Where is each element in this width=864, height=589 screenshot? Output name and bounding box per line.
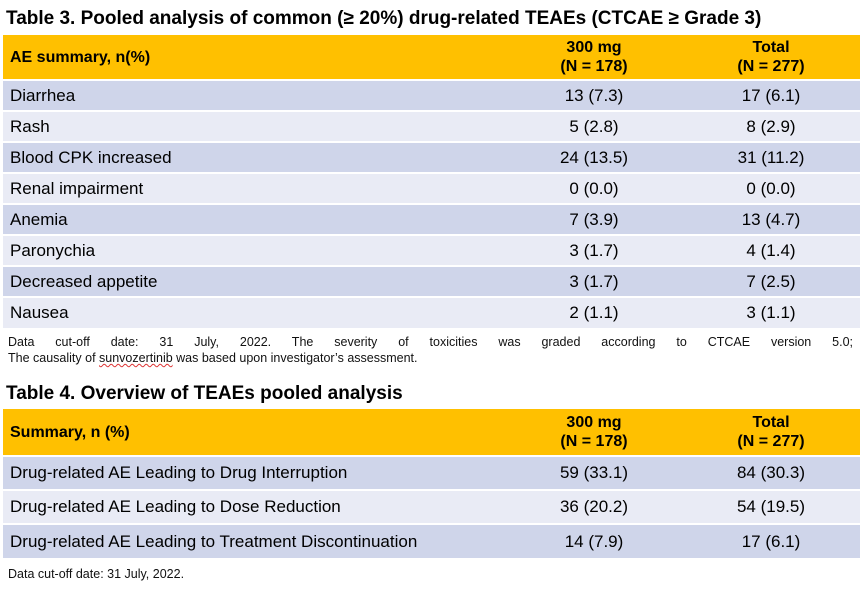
header-total-n: (N = 277) — [737, 433, 805, 450]
row-label: Nausea — [3, 296, 506, 328]
header-total-label: Total — [752, 39, 790, 56]
table3: AE summary, n(%) 300 mg (N = 178) Total (N… — [3, 35, 860, 328]
header-300mg-label: 300 mg — [566, 414, 622, 431]
cell-total: 4 (1.4) — [682, 234, 860, 266]
cell-total: 17 (6.1) — [682, 523, 860, 558]
row-label: Anemia — [3, 203, 506, 235]
table3-header-row: AE summary, n(%) 300 mg (N = 178) Total (N… — [3, 35, 860, 80]
table-row: Nausea 2 (1.1) 3 (1.1) — [3, 296, 860, 328]
header-ae-summary: AE summary, n(%) — [3, 35, 506, 80]
cell-300mg: 13 (7.3) — [506, 79, 682, 111]
table-row: Paronychia 3 (1.7) 4 (1.4) — [3, 234, 860, 266]
table-row: Drug-related AE Leading to Dose Reductio… — [3, 489, 860, 524]
note-text: The causality of — [8, 351, 100, 365]
cell-total: 84 (30.3) — [682, 455, 860, 490]
row-label: Drug-related AE Leading to Dose Reductio… — [3, 489, 506, 524]
header-summary: Summary, n (%) — [3, 409, 506, 456]
table4-note: Data cut-off date: 31 July, 2022. — [8, 567, 185, 581]
header-total-n: (N = 277) — [737, 58, 805, 75]
cell-300mg: 2 (1.1) — [506, 296, 682, 328]
cell-300mg: 14 (7.9) — [506, 523, 682, 558]
note-text: was based upon investigator’s assessment… — [172, 351, 418, 365]
cell-total: 7 (2.5) — [682, 265, 860, 297]
row-label: Blood CPK increased — [3, 141, 506, 173]
cell-300mg: 5 (2.8) — [506, 110, 682, 142]
row-label: Diarrhea — [3, 79, 506, 111]
row-label: Paronychia — [3, 234, 506, 266]
row-label: Drug-related AE Leading to Treatment Dis… — [3, 523, 506, 558]
table3-note-line2: The causality of sunvozertinib was based… — [8, 351, 417, 365]
drug-name: sunvozertinib — [99, 351, 173, 365]
cell-total: 17 (6.1) — [682, 79, 860, 111]
cell-300mg: 36 (20.2) — [506, 489, 682, 524]
row-label: Drug-related AE Leading to Drug Interrup… — [3, 455, 506, 490]
table-row: Decreased appetite 3 (1.7) 7 (2.5) — [3, 265, 860, 297]
cell-total: 0 (0.0) — [682, 172, 860, 204]
header-300mg: 300 mg (N = 178) — [506, 35, 682, 80]
cell-total: 8 (2.9) — [682, 110, 860, 142]
table3-title: Table 3. Pooled analysis of common (≥ 20… — [6, 8, 762, 29]
header-total: Total (N = 277) — [682, 35, 860, 80]
table-row: Anemia 7 (3.9) 13 (4.7) — [3, 203, 860, 235]
table-row: Renal impairment 0 (0.0) 0 (0.0) — [3, 172, 860, 204]
header-300mg-n: (N = 178) — [560, 433, 628, 450]
table4-header-row: Summary, n (%) 300 mg (N = 178) Total (N =… — [3, 409, 860, 456]
row-label: Decreased appetite — [3, 265, 506, 297]
cell-300mg: 0 (0.0) — [506, 172, 682, 204]
cell-300mg: 3 (1.7) — [506, 234, 682, 266]
cell-300mg: 24 (13.5) — [506, 141, 682, 173]
cell-300mg: 7 (3.9) — [506, 203, 682, 235]
header-total-label: Total — [752, 414, 790, 431]
header-300mg-label: 300 mg — [566, 39, 622, 56]
row-label: Renal impairment — [3, 172, 506, 204]
table-row: Blood CPK increased 24 (13.5) 31 (11.2) — [3, 141, 860, 173]
cell-total: 13 (4.7) — [682, 203, 860, 235]
table4: Summary, n (%) 300 mg (N = 178) Total (N =… — [3, 409, 860, 558]
table-row: Drug-related AE Leading to Drug Interrup… — [3, 455, 860, 490]
cell-total: 54 (19.5) — [682, 489, 860, 524]
cell-300mg: 3 (1.7) — [506, 265, 682, 297]
cell-total: 31 (11.2) — [682, 141, 860, 173]
table4-title: Table 4. Overview of TEAEs pooled analys… — [6, 383, 403, 404]
header-total: Total (N = 277) — [682, 409, 860, 456]
header-300mg-n: (N = 178) — [560, 58, 628, 75]
table-row: Rash 5 (2.8) 8 (2.9) — [3, 110, 860, 142]
header-300mg: 300 mg (N = 178) — [506, 409, 682, 456]
cell-300mg: 59 (33.1) — [506, 455, 682, 490]
table-row: Drug-related AE Leading to Treatment Dis… — [3, 523, 860, 558]
table3-note-line1: Data cut-off date: 31 July, 2022. The se… — [8, 335, 853, 349]
row-label: Rash — [3, 110, 506, 142]
cell-total: 3 (1.1) — [682, 296, 860, 328]
table-row: Diarrhea 13 (7.3) 17 (6.1) — [3, 79, 860, 111]
